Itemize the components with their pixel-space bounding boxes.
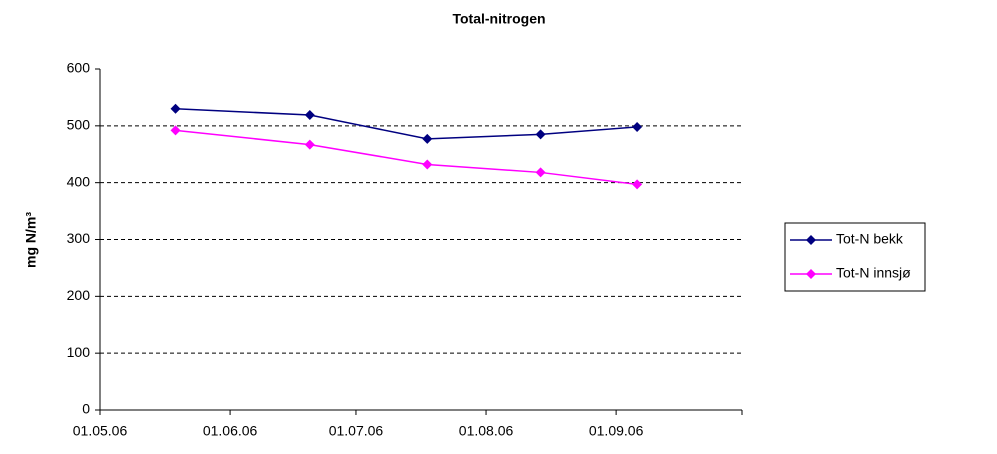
line [175, 129, 638, 186]
chart-title: Total-nitrogen [452, 11, 545, 27]
marker [632, 121, 643, 132]
line [175, 108, 638, 140]
marker [632, 179, 643, 190]
y-tick-label: 100 [67, 344, 91, 360]
marker [170, 125, 181, 136]
legend-label: Tot-N bekk [836, 231, 904, 247]
marker [170, 103, 181, 114]
legend-marker [806, 269, 816, 279]
marker [535, 167, 546, 178]
legend-marker [806, 235, 816, 245]
y-tick-label: 0 [82, 401, 90, 417]
x-tick-label: 01.06.06 [203, 423, 258, 439]
y-tick-label: 200 [67, 287, 91, 303]
y-tick-label: 600 [67, 60, 91, 76]
x-tick-label: 01.08.06 [459, 423, 514, 439]
y-tick-label: 500 [67, 117, 91, 133]
marker [304, 110, 315, 121]
marker [304, 139, 315, 150]
y-tick-label: 400 [67, 173, 91, 189]
legend-label: Tot-N innsjø [836, 265, 911, 281]
marker [422, 133, 433, 144]
marker [535, 129, 546, 140]
legend-box [784, 222, 926, 292]
y-tick-label: 300 [67, 230, 91, 246]
marker [422, 159, 433, 170]
x-tick-label: 01.09.06 [589, 423, 644, 439]
x-tick-label: 01.05.06 [73, 423, 128, 439]
y-axis-label: mg N/m³ [23, 212, 39, 268]
x-tick-label: 01.07.06 [329, 423, 384, 439]
